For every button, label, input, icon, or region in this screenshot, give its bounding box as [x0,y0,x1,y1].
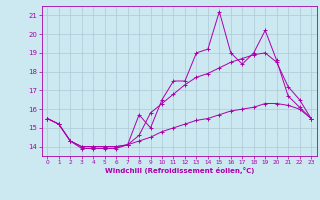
X-axis label: Windchill (Refroidissement éolien,°C): Windchill (Refroidissement éolien,°C) [105,167,254,174]
